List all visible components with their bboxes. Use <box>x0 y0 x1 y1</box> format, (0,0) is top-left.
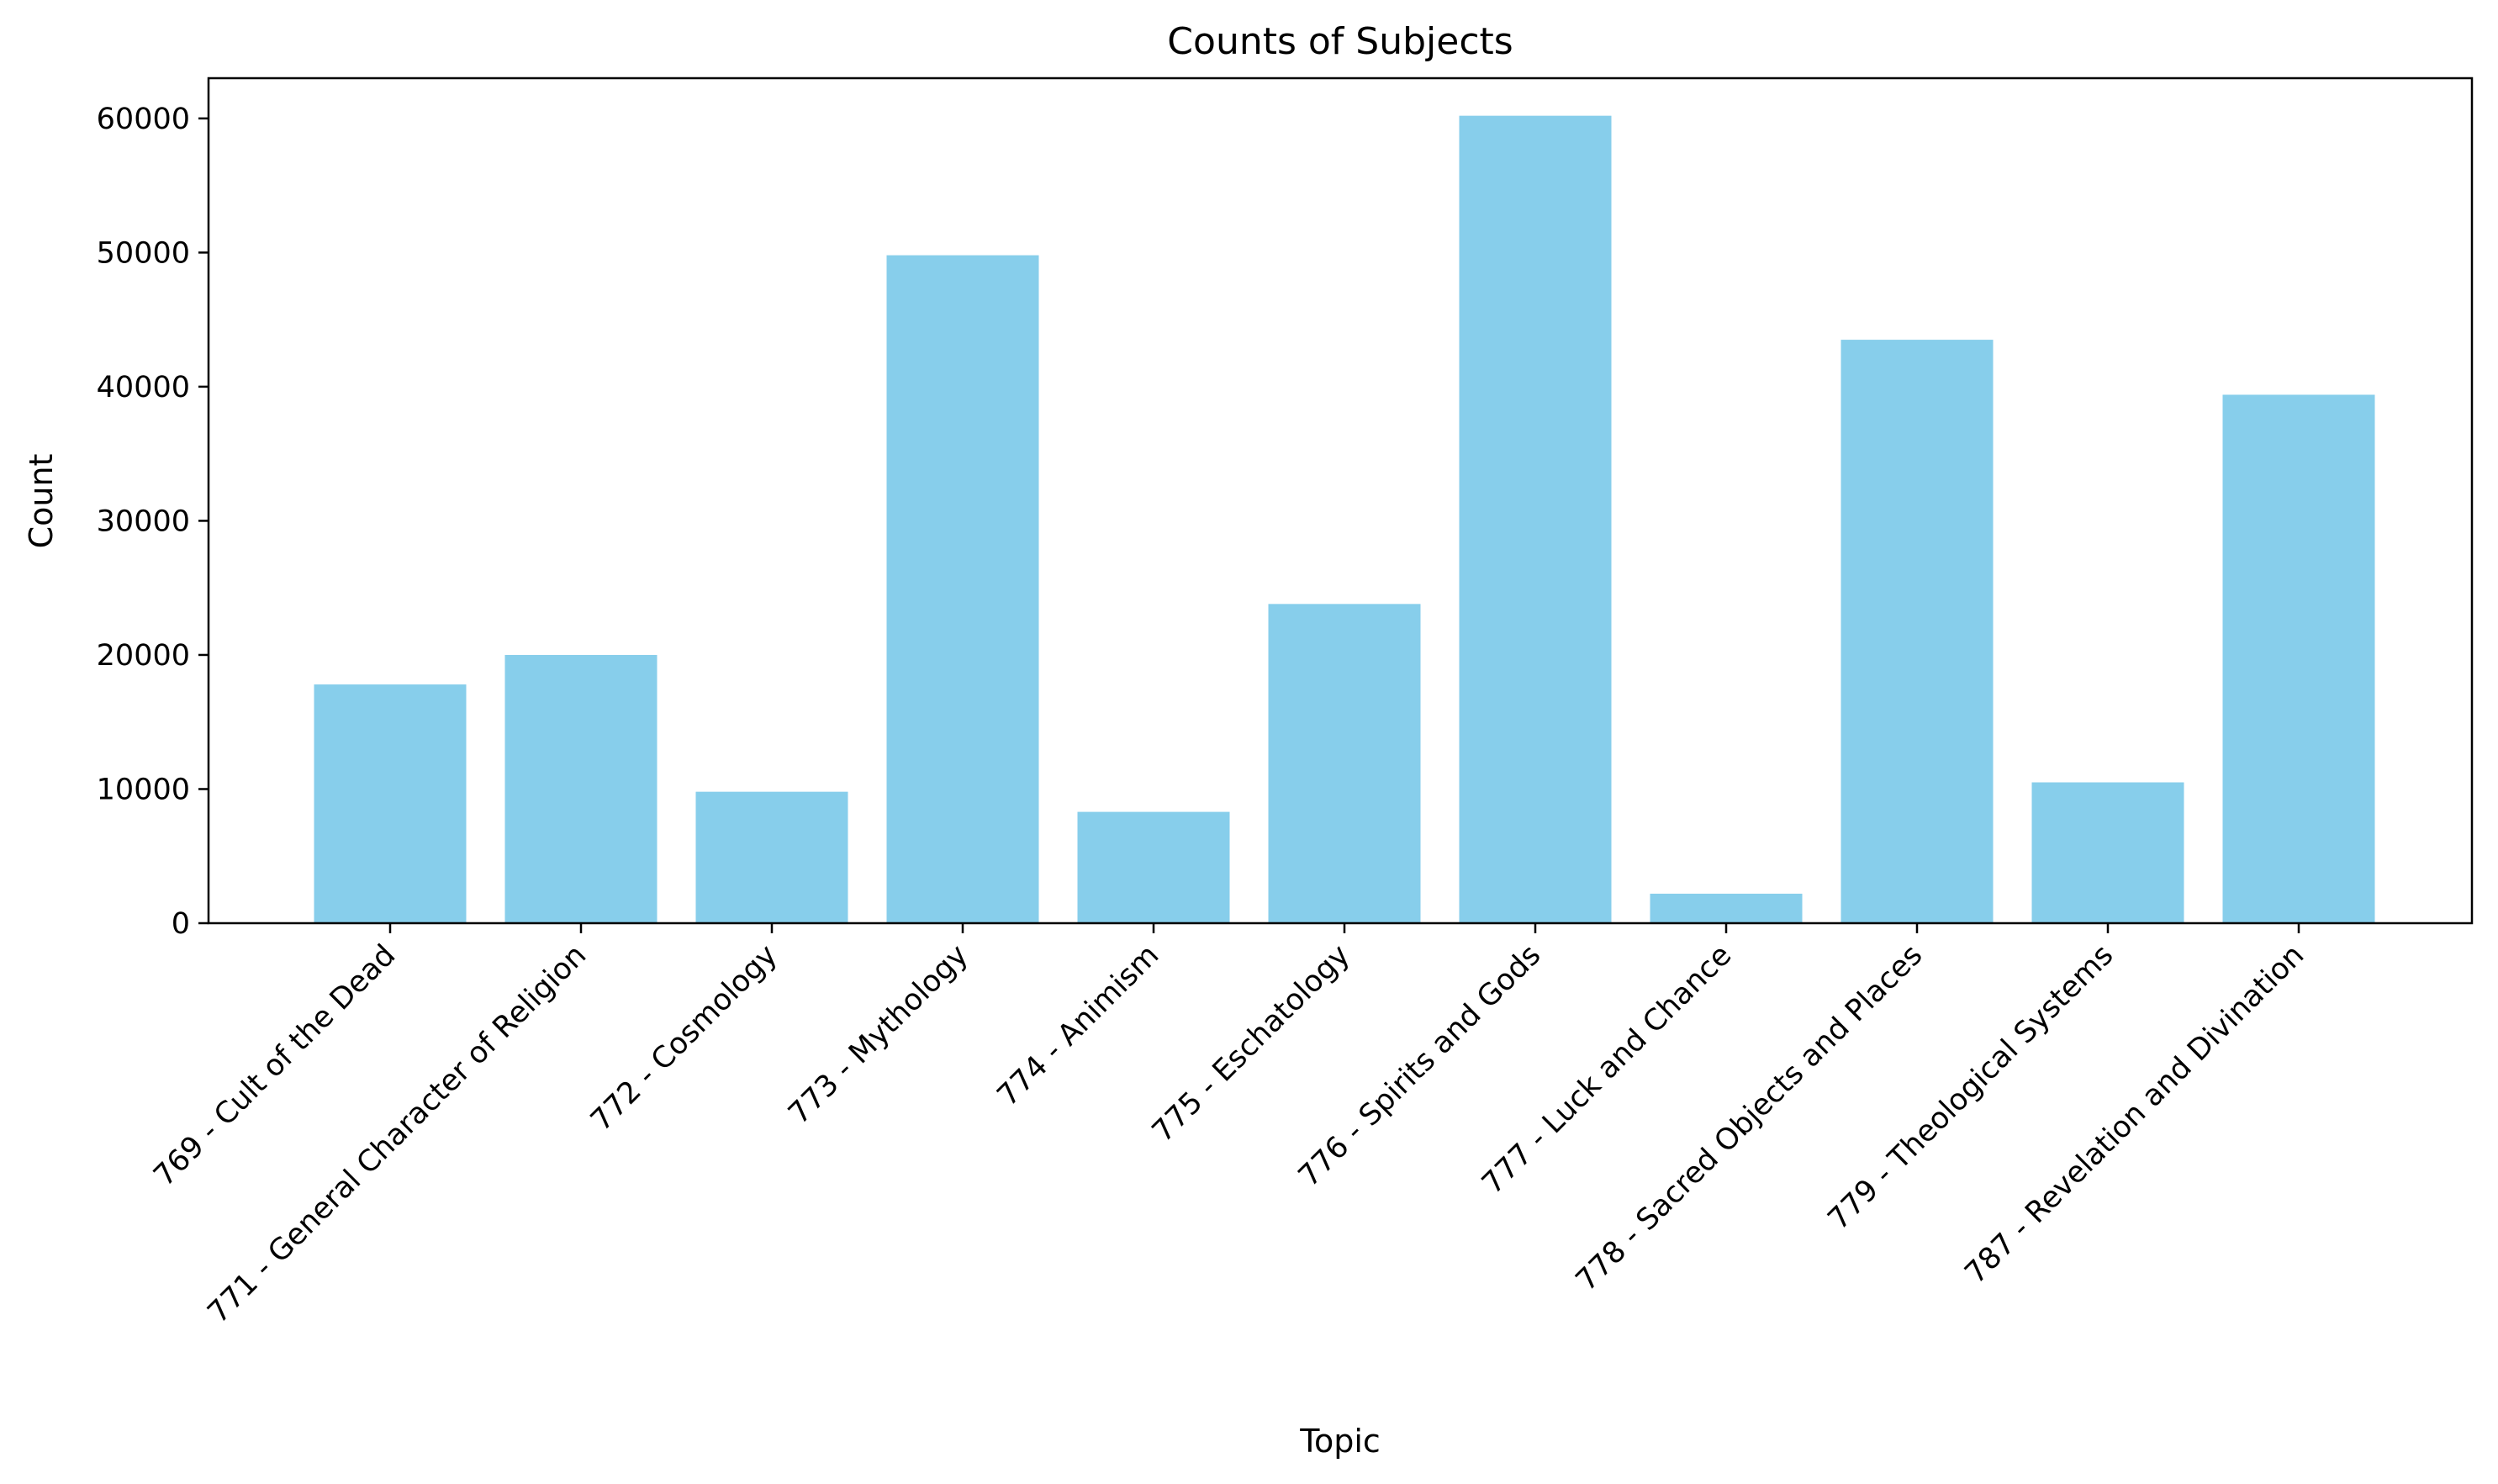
bar-1 <box>314 684 467 923</box>
bar-2 <box>504 654 658 923</box>
bar-5 <box>1077 811 1230 923</box>
y-tick-label: 30000 <box>97 504 190 538</box>
x-tick-label: 773 - Mythology <box>782 938 974 1131</box>
x-tick-label: 771 - General Character of Religion <box>202 938 594 1330</box>
y-tick-label: 20000 <box>97 639 190 673</box>
chart-title: Counts of Subjects <box>1167 20 1513 63</box>
bar-3 <box>695 791 848 923</box>
y-tick-label: 0 <box>172 907 190 941</box>
y-axis-label: Count <box>23 454 60 549</box>
bar-10 <box>2031 782 2184 923</box>
bar-4 <box>886 255 1039 924</box>
y-tick-label: 40000 <box>97 371 190 404</box>
bars-group <box>314 115 2375 924</box>
y-tick-label: 10000 <box>97 773 190 806</box>
y-tick-label: 50000 <box>97 236 190 270</box>
x-tick-label: 778 - Sacred Objects and Places <box>1570 938 1930 1298</box>
bar-9 <box>1840 340 1994 924</box>
x-tick-label: 774 - Animism <box>991 938 1166 1113</box>
bar-8 <box>1650 893 1803 923</box>
x-tick-label: 775 - Eschatology <box>1146 938 1356 1149</box>
x-axis-label: Topic <box>1299 1423 1381 1460</box>
bar-11 <box>2222 394 2375 923</box>
bar-7 <box>1459 115 1612 923</box>
plot-frame <box>207 77 2474 925</box>
y-axis-ticks: 0 10000 20000 30000 40000 50000 60000 <box>97 103 209 941</box>
x-tick-label: 787 - Revelation and Divination <box>1959 938 2311 1291</box>
y-tick-label: 60000 <box>97 103 190 136</box>
bar-6 <box>1268 604 1421 923</box>
x-tick-label: 772 - Cosmology <box>584 938 784 1138</box>
